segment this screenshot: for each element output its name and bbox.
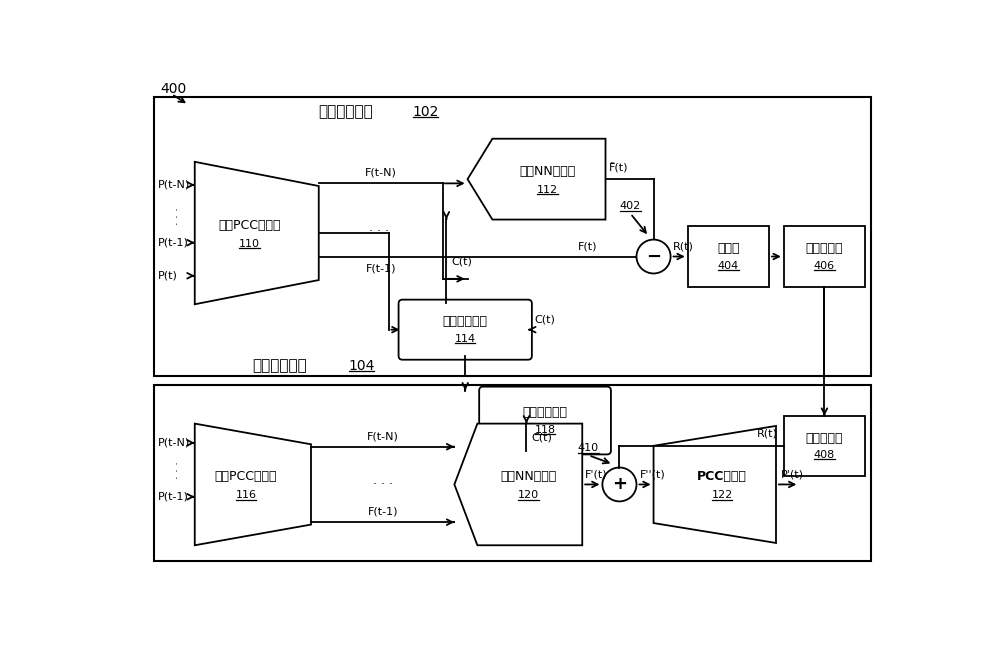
- Text: 404: 404: [718, 261, 739, 271]
- Text: F(t-N): F(t-N): [367, 432, 399, 441]
- Bar: [784, 416, 865, 476]
- Bar: [154, 97, 871, 376]
- Text: 110: 110: [239, 239, 260, 249]
- Text: 116: 116: [235, 490, 256, 500]
- Text: 408: 408: [814, 450, 835, 460]
- Text: 120: 120: [518, 490, 539, 500]
- Bar: [154, 385, 871, 561]
- Text: P(t-1): P(t-1): [158, 238, 188, 248]
- Text: F(t-1): F(t-1): [366, 263, 396, 273]
- Text: C(t): C(t): [535, 314, 555, 324]
- Text: P(t-N): P(t-N): [158, 438, 190, 448]
- Text: F(t-1): F(t-1): [367, 507, 398, 517]
- Polygon shape: [454, 424, 582, 545]
- Text: 104: 104: [348, 359, 375, 373]
- Text: 八叉树解码器: 八叉树解码器: [523, 406, 568, 419]
- Text: 406: 406: [814, 261, 835, 271]
- Text: C(t): C(t): [532, 432, 553, 442]
- Text: · · ·: · · ·: [373, 478, 393, 491]
- Text: 112: 112: [537, 185, 558, 195]
- Text: 402: 402: [620, 201, 641, 212]
- Text: 410: 410: [578, 443, 599, 453]
- FancyBboxPatch shape: [399, 300, 532, 360]
- Text: 118: 118: [534, 424, 556, 435]
- Circle shape: [637, 239, 671, 273]
- Text: 第一电子设备: 第一电子设备: [318, 104, 373, 119]
- Text: 第二电子设备: 第二电子设备: [253, 358, 307, 373]
- Text: F'(t): F'(t): [585, 469, 608, 479]
- Text: 114: 114: [455, 334, 476, 344]
- Text: PCC解码器: PCC解码器: [697, 471, 747, 484]
- Text: P(t-N): P(t-N): [158, 180, 190, 190]
- Text: R̃(t): R̃(t): [757, 430, 778, 440]
- Text: 第一PCC编码器: 第一PCC编码器: [218, 219, 281, 232]
- Text: R(t): R(t): [673, 241, 694, 251]
- Text: 自动解码器: 自动解码器: [806, 432, 843, 445]
- Text: F(t): F(t): [578, 241, 597, 251]
- Text: +: +: [612, 476, 627, 493]
- Text: · · ·: · · ·: [173, 207, 183, 225]
- Text: −: −: [646, 247, 661, 265]
- Text: P(t-1): P(t-1): [158, 492, 188, 502]
- Text: 400: 400: [160, 82, 186, 95]
- Text: P'(t): P'(t): [781, 469, 804, 479]
- Polygon shape: [195, 162, 319, 304]
- Circle shape: [602, 467, 637, 502]
- Text: F̃(t): F̃(t): [609, 164, 629, 174]
- Bar: [784, 227, 865, 287]
- Text: F(t-N): F(t-N): [365, 168, 397, 178]
- Text: · · ·: · · ·: [369, 225, 389, 238]
- Bar: [688, 227, 769, 287]
- Text: 122: 122: [711, 490, 733, 500]
- Text: 第二NN预测器: 第二NN预测器: [500, 471, 557, 484]
- FancyBboxPatch shape: [479, 387, 611, 454]
- Polygon shape: [654, 426, 776, 543]
- Text: 第二PCC编码器: 第二PCC编码器: [215, 471, 277, 484]
- Text: P(t): P(t): [158, 271, 177, 281]
- Text: 102: 102: [413, 104, 439, 119]
- Text: 量化器: 量化器: [717, 242, 740, 255]
- Polygon shape: [468, 139, 606, 219]
- Text: 八叉树编码器: 八叉树编码器: [443, 315, 488, 328]
- Text: 第一NN预测器: 第一NN预测器: [519, 165, 576, 178]
- Text: F''(t): F''(t): [640, 469, 665, 479]
- Text: 自动编码器: 自动编码器: [806, 242, 843, 255]
- Text: C(t): C(t): [452, 256, 473, 267]
- Text: · · ·: · · ·: [173, 461, 183, 479]
- Polygon shape: [195, 424, 311, 545]
